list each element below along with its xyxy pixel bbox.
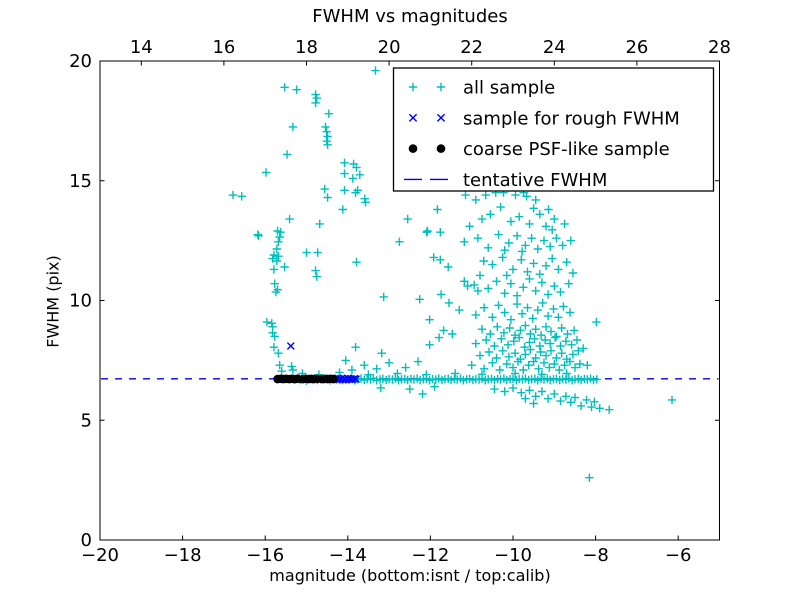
x-marker-icon	[408, 113, 418, 122]
tick-label: −6	[665, 545, 692, 566]
tick-label: 10	[69, 291, 92, 312]
tick-label: −20	[81, 545, 119, 566]
tick-label: 5	[81, 410, 92, 431]
legend-item-x: sample for rough FWHM	[408, 108, 680, 129]
tick-label: 22	[460, 37, 483, 58]
legend-label: all sample	[463, 78, 555, 99]
legend-box	[392, 67, 715, 192]
tick-label: −8	[582, 545, 609, 566]
tick-labels: −20 −18 −16 −14 −12 −10 −8 −6 14 16 18 20 22 24 26 28 0 5…	[69, 37, 731, 566]
tick-label: 14	[130, 37, 153, 58]
legend-item-dashed-line: tentative FWHM	[404, 170, 607, 191]
tick-label: 20	[69, 51, 92, 72]
tick-label: −12	[411, 545, 449, 566]
dot-marker-icon	[408, 144, 418, 153]
dot-marker-icon	[436, 144, 446, 153]
tick-label: 16	[212, 37, 235, 58]
y-axis-label: FWHM (pix)	[43, 255, 63, 348]
legend-label: sample for rough FWHM	[463, 108, 680, 129]
tick-label: 26	[625, 37, 648, 58]
tick-label: −10	[494, 545, 532, 566]
tick-label: 0	[81, 530, 92, 551]
tick-label: 28	[708, 37, 731, 58]
tick-label: −16	[246, 545, 284, 566]
tick-label: 24	[543, 37, 566, 58]
tick-marks	[99, 60, 720, 541]
legend-label: tentative FWHM	[463, 170, 607, 191]
chart-title: FWHM vs magnitudes	[312, 6, 508, 27]
legend-label: coarse PSF-like sample	[463, 139, 670, 160]
tick-label: 20	[378, 37, 401, 58]
x-marker-icon	[436, 113, 446, 122]
legend-item-dot: coarse PSF-like sample	[408, 139, 670, 160]
plus-marker-icon	[436, 82, 446, 92]
tick-label: 15	[69, 171, 92, 192]
tick-label: −14	[329, 545, 367, 566]
legend: all sample sample for rough FWHM coarse PS…	[392, 67, 715, 192]
legend-item-plus: all sample	[408, 78, 555, 99]
tick-label: −18	[164, 545, 202, 566]
series-coarse-psf-sample	[273, 374, 338, 384]
plus-marker-icon	[408, 82, 418, 92]
x-axis-label: magnitude (bottom:isnt / top:calib)	[269, 566, 551, 585]
tick-label: 18	[295, 37, 318, 58]
